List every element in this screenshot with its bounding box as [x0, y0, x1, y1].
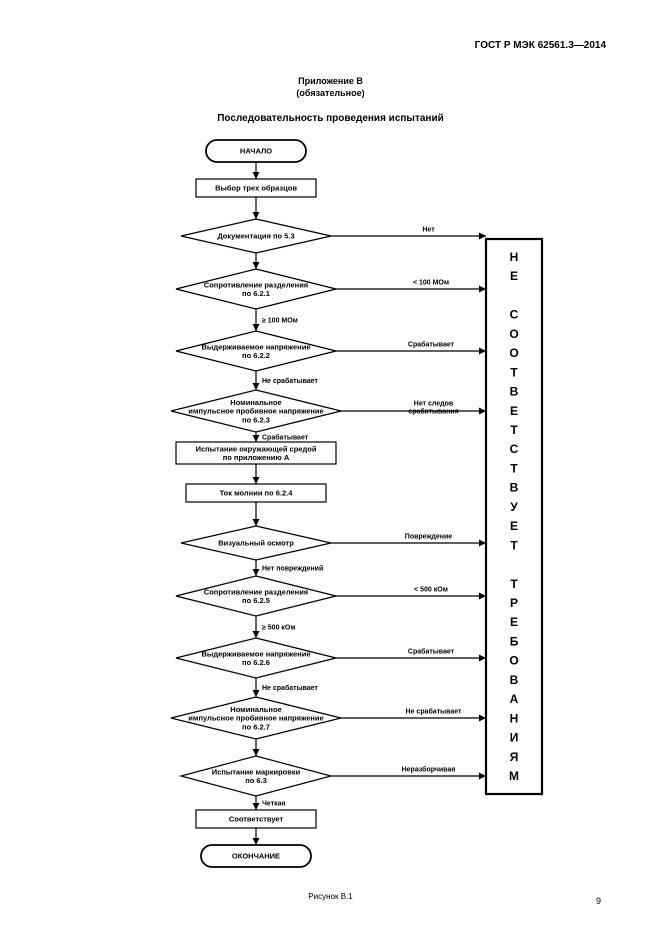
page-title: Последовательность проведения испытаний: [55, 113, 606, 124]
appendix-label-2: (обязательное): [55, 88, 606, 98]
svg-text:Не срабатывает: Не срабатывает: [262, 377, 318, 385]
svg-text:ОКОНЧАНИЕ: ОКОНЧАНИЕ: [231, 852, 279, 861]
svg-text:Неразборчивая: Неразборчивая: [401, 766, 455, 774]
svg-text:Нет следовсрабатывания: Нет следовсрабатывания: [408, 400, 458, 415]
svg-text:≥ 500 кОм: ≥ 500 кОм: [262, 624, 296, 631]
document-id: ГОСТ Р МЭК 62561.3—2014: [55, 40, 606, 51]
svg-text:Документация по 5.3: Документация по 5.3: [217, 232, 294, 241]
flowchart-svg: ≥ 100 МОм Не срабатывает Срабатывает Нет по…: [91, 136, 571, 886]
page-number: 9: [596, 896, 601, 906]
svg-text:Нет повреждений: Нет повреждений: [262, 564, 323, 572]
svg-text:Четкая: Четкая: [262, 801, 286, 808]
svg-text:НАЧАЛО: НАЧАЛО: [239, 147, 271, 156]
svg-text:Срабатывает: Срабатывает: [407, 340, 454, 348]
appendix-label-1: Приложение В: [55, 76, 606, 86]
svg-text:Не срабатывает: Не срабатывает: [262, 684, 318, 692]
figure-caption: Рисунок В.1: [55, 892, 606, 901]
svg-text:Нет: Нет: [422, 227, 435, 234]
svg-text:Не срабатывает: Не срабатывает: [405, 708, 461, 716]
svg-text:< 500 кОм: < 500 кОм: [414, 586, 448, 593]
svg-text:Ток молнии по 6.2.4: Ток молнии по 6.2.4: [219, 489, 293, 498]
svg-text:≥ 100 МОм: ≥ 100 МОм: [262, 317, 298, 324]
svg-text:Визуальный осмотр: Визуальный осмотр: [218, 539, 294, 548]
svg-text:Повреждение: Повреждение: [404, 533, 452, 540]
svg-text:Срабатывает: Срабатывает: [262, 433, 309, 441]
svg-text:< 100 МОм: < 100 МОм: [412, 279, 448, 286]
svg-text:Соответствует: Соответствует: [228, 815, 283, 824]
svg-text:Срабатывает: Срабатывает: [407, 648, 454, 656]
svg-text:Выбор трех образцов: Выбор трех образцов: [215, 184, 297, 193]
